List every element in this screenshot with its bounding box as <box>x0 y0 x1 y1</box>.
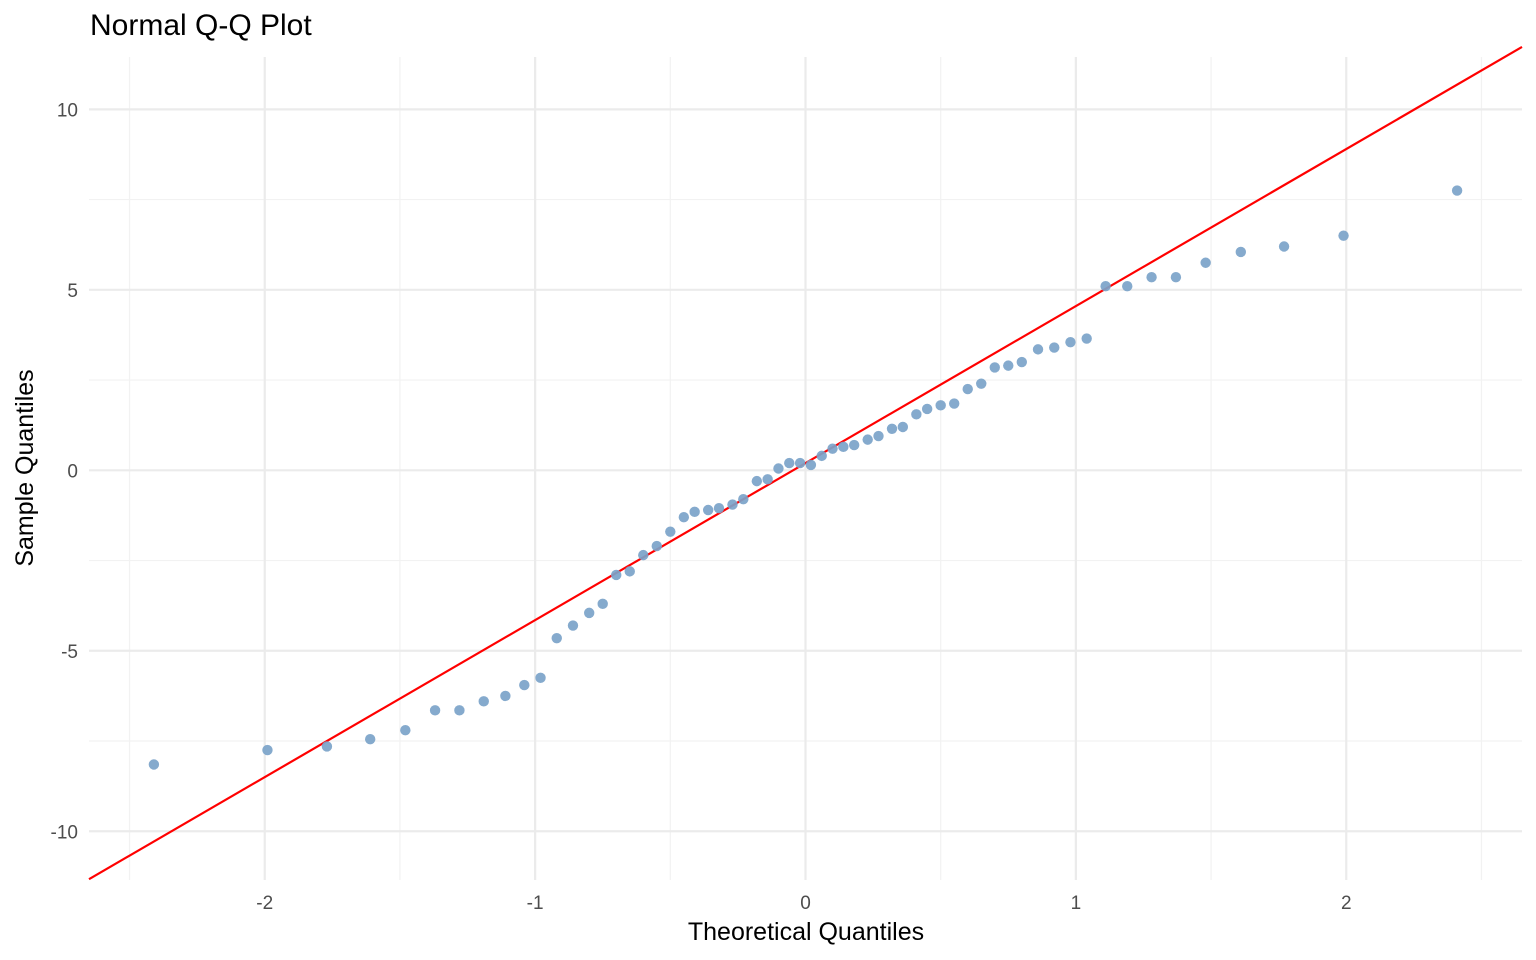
data-point <box>624 566 635 577</box>
data-point <box>262 744 273 756</box>
data-point <box>738 493 749 505</box>
data-point <box>827 443 838 454</box>
data-point <box>751 475 763 487</box>
data-point <box>805 459 817 471</box>
data-point <box>1065 336 1076 348</box>
y-tick-label: -10 <box>51 822 78 843</box>
data-point <box>935 400 946 411</box>
data-point <box>949 398 960 409</box>
data-point <box>1200 257 1211 268</box>
data-point <box>1278 241 1290 252</box>
chart-title: Normal Q-Q Plot <box>90 9 312 42</box>
data-point <box>321 741 333 752</box>
data-point <box>364 734 376 745</box>
data-point <box>794 457 806 469</box>
y-tick-label: 5 <box>67 281 78 302</box>
data-point <box>989 362 1000 373</box>
data-points <box>148 185 1463 770</box>
data-point <box>638 549 649 561</box>
data-point <box>651 540 662 552</box>
data-point <box>500 690 511 702</box>
data-point <box>762 474 773 485</box>
data-point <box>773 463 784 474</box>
data-point <box>429 705 441 716</box>
data-point <box>597 598 608 610</box>
x-axis-title: Theoretical Quantiles <box>688 918 924 946</box>
data-point <box>848 439 860 451</box>
data-point <box>454 705 465 716</box>
data-point <box>678 512 690 523</box>
data-point <box>535 672 546 684</box>
data-point <box>478 696 489 707</box>
data-point <box>1338 230 1349 241</box>
data-point <box>727 499 738 510</box>
data-point <box>1049 342 1060 353</box>
data-point <box>816 450 827 462</box>
data-point <box>611 569 622 581</box>
data-point <box>583 607 595 619</box>
y-tick-label: -5 <box>61 642 78 663</box>
data-point <box>148 759 160 770</box>
data-point <box>665 526 676 537</box>
x-tick-label: -2 <box>256 893 273 914</box>
data-point <box>519 679 530 691</box>
reference-line-layer <box>88 46 1523 881</box>
data-point <box>911 409 922 420</box>
data-point <box>1100 281 1111 292</box>
y-tick-label: 10 <box>57 100 78 121</box>
x-tick-label: 0 <box>800 893 811 914</box>
data-point <box>1032 344 1044 355</box>
data-point <box>873 430 884 442</box>
data-point <box>400 724 411 736</box>
data-point <box>689 506 700 518</box>
reference-line <box>88 46 1523 881</box>
data-point <box>713 503 725 514</box>
data-point <box>962 383 973 395</box>
data-point <box>1235 246 1247 258</box>
y-axis-title: Sample Quantiles <box>11 369 39 566</box>
data-point <box>1003 360 1014 371</box>
data-point <box>1016 356 1028 368</box>
data-point <box>702 504 714 516</box>
data-point <box>1146 271 1157 283</box>
data-point <box>1451 185 1463 196</box>
x-tick-label: 2 <box>1341 893 1352 914</box>
data-point <box>784 457 795 469</box>
data-point <box>921 403 933 415</box>
data-point <box>976 378 987 389</box>
data-point <box>551 632 562 644</box>
data-point <box>862 434 873 445</box>
data-point <box>567 620 579 631</box>
data-point <box>1122 281 1133 292</box>
data-point <box>886 423 898 434</box>
y-tick-label: 0 <box>67 461 78 482</box>
data-point <box>838 441 849 453</box>
grid-lines <box>89 57 1522 880</box>
data-point <box>1081 333 1092 344</box>
data-point <box>897 421 909 433</box>
data-point <box>1170 271 1182 283</box>
x-tick-label: -1 <box>527 893 544 914</box>
x-tick-label: 1 <box>1071 893 1082 914</box>
